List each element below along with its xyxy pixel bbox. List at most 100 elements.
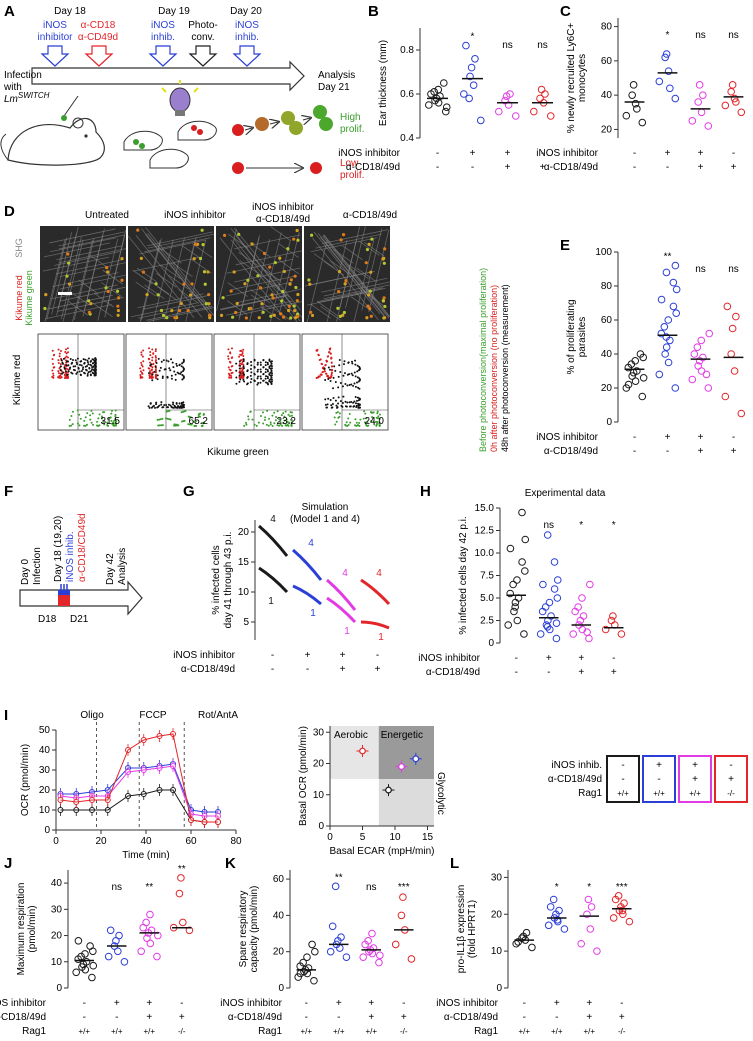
parasite-dot (382, 296, 386, 300)
collagen-fiber (323, 234, 391, 317)
data-point (89, 961, 98, 970)
scatter-red-dot (241, 351, 244, 354)
collagen-fiber (230, 275, 297, 291)
scatter-green-dot (247, 418, 250, 421)
collagen-fiber (164, 237, 185, 320)
scatter-green-dot (197, 413, 200, 416)
collagen-fiber (235, 288, 302, 304)
scatter-green-dot (107, 424, 110, 427)
y-axis-label: % newly recruited Ly6C+ (566, 23, 577, 134)
microscopy-image (216, 226, 303, 323)
scatter-black-dot (249, 374, 252, 377)
scatter-black-dot (162, 359, 165, 362)
y-tick-label: 40 (39, 745, 51, 756)
scatter-black-dot (91, 366, 94, 369)
data-point (587, 903, 596, 911)
scatter-green-dot (378, 417, 381, 420)
scatter-black-dot (75, 361, 78, 364)
scatter-green-dot (344, 423, 347, 426)
parasite-dot (43, 306, 47, 311)
scatter-green-dot (251, 418, 254, 421)
scatter-green-dot (110, 419, 113, 422)
treatment-cell: + (305, 650, 311, 661)
scatter-red-dot (58, 367, 61, 370)
inos-arrow-icon (40, 45, 70, 67)
inos20-label-1: iNOS (235, 20, 259, 31)
parasite-dot (271, 296, 275, 300)
scatter-black-dot (172, 406, 175, 409)
scatter-black-dot (354, 359, 357, 362)
scatter-black-dot (93, 361, 96, 364)
y-axis-label: parasites (577, 317, 588, 358)
scatter-black-dot (257, 381, 260, 384)
panel-letter-a: A (4, 3, 15, 20)
scatter-black-dot (329, 380, 332, 383)
scatter-green-dot (190, 423, 193, 426)
scatter-black-dot (327, 377, 330, 380)
collagen-fiber (147, 307, 214, 322)
scatter-black-dot (180, 371, 183, 374)
scatter-black-dot (89, 360, 92, 363)
collagen-fiber (353, 239, 375, 322)
collagen-fiber (141, 228, 208, 311)
flow-scatter-plot: 24.0 (301, 333, 389, 431)
data-point (618, 906, 627, 915)
data-point (501, 96, 509, 105)
scatter-red-dot (147, 367, 150, 370)
scatter-black-dot (181, 370, 184, 373)
flow-scatter-plot: 65.2 (125, 333, 213, 431)
energy-point (385, 786, 392, 794)
model-1-curve (258, 566, 289, 594)
data-point (625, 917, 634, 926)
treatment-cell: - (612, 653, 615, 664)
treatment-cell: -/- (400, 1027, 408, 1036)
parasite-dot (104, 286, 108, 290)
parasite-dot (87, 299, 91, 303)
data-point (375, 958, 383, 967)
data-point (146, 910, 154, 919)
scatter-black-dot (259, 370, 262, 373)
data-point (671, 261, 680, 270)
scatter-black-dot (62, 371, 65, 374)
parasite-dot (296, 238, 300, 242)
scatter-black-dot (82, 366, 85, 369)
scatter-black-dot (71, 372, 74, 375)
scatter-red-dot (139, 367, 142, 370)
collagen-fiber (320, 236, 387, 320)
scatter-green-dot (288, 415, 291, 418)
collagen-fiber (133, 256, 200, 272)
scatter-red-dot (330, 361, 333, 364)
parasite-dot (366, 304, 370, 308)
treatment-cell: - (306, 664, 309, 675)
model-4-label: 4 (342, 568, 348, 579)
collagen-fiber (46, 237, 68, 320)
scatter-red-dot (229, 361, 232, 364)
scatter-green-dot (114, 423, 117, 426)
scatter-red-dot (152, 362, 155, 365)
scatter-black-dot (257, 375, 260, 378)
y-tick-label: 30 (39, 765, 51, 776)
y-tick-label: 0 (606, 417, 612, 428)
data-point (537, 85, 546, 94)
scatter-green-dot (269, 423, 272, 426)
treatment-cell: + (698, 148, 704, 159)
treatment-cell: - (633, 446, 636, 457)
scatter-black-dot (78, 370, 81, 373)
scatter-green-dot (375, 420, 378, 423)
treatment-cell: - (271, 664, 274, 675)
treatment-cell: + (731, 446, 737, 457)
scatter-black-dot (239, 371, 242, 374)
parasite-dot (221, 296, 225, 300)
data-point (727, 87, 735, 96)
collagen-fiber (135, 281, 156, 297)
scatter-black-dot (334, 381, 337, 384)
treatment-cell: - (633, 148, 636, 159)
scatter-red-dot (241, 361, 244, 364)
scatter-black-dot (334, 399, 337, 402)
quadrant-aerobic (330, 726, 379, 780)
data-point (669, 278, 678, 287)
f-inos: iNOS inhib. (65, 531, 76, 582)
data-point (695, 81, 704, 89)
scatter-red-dot (330, 365, 333, 368)
treatment-cell: + (586, 1012, 592, 1023)
